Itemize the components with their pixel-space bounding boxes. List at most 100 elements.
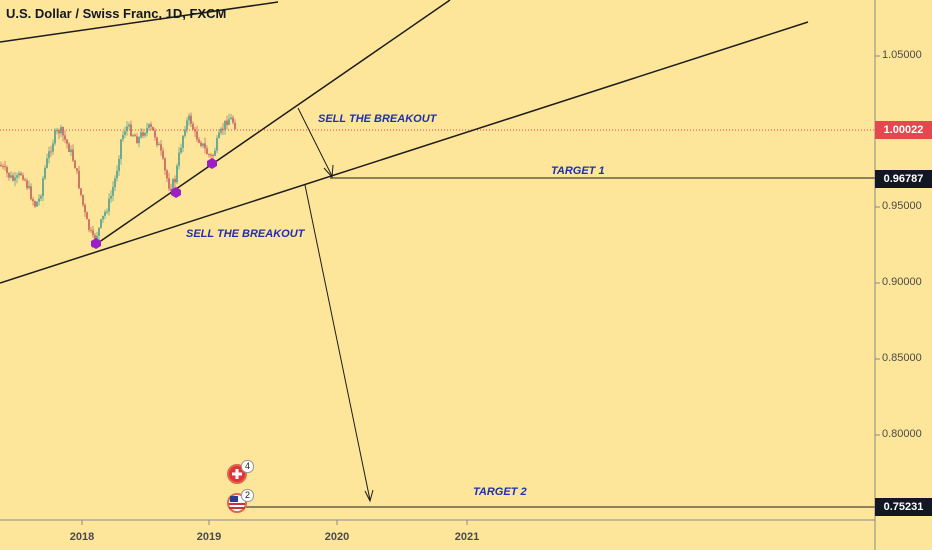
candle-body — [208, 154, 210, 156]
candle-body — [36, 201, 38, 207]
candle-body — [42, 178, 44, 197]
pivot-marker-2[interactable] — [171, 187, 181, 198]
candle-body — [62, 127, 64, 136]
candle-body — [58, 130, 60, 134]
candle-body — [118, 158, 120, 171]
candle-body — [160, 144, 162, 151]
candle-body — [102, 215, 104, 220]
pivot-marker-3[interactable] — [207, 158, 217, 169]
candle-body — [16, 175, 18, 178]
candle-body — [150, 124, 152, 127]
candle-body — [14, 177, 16, 181]
candle-body — [78, 170, 80, 189]
candle-body — [182, 135, 184, 148]
candle-body — [214, 150, 216, 156]
candlestick-series — [0, 112, 236, 245]
candle-body — [38, 198, 40, 202]
candle-body — [216, 138, 218, 151]
candle-body — [198, 139, 200, 143]
candle-body — [72, 149, 74, 161]
year-tick-2021: 2021 — [454, 531, 480, 543]
upper-trendline[interactable] — [0, 1, 279, 43]
candle-body — [220, 128, 222, 133]
candle-body — [100, 219, 102, 228]
candle-body — [124, 131, 126, 135]
candle-body — [44, 167, 46, 179]
candle-body — [110, 195, 112, 199]
candle-body — [146, 128, 148, 133]
candle-body — [112, 187, 114, 196]
candle-body — [18, 173, 20, 176]
target-2-price-label: 0.75231 — [875, 498, 932, 516]
candle-body — [200, 142, 202, 146]
candle-body — [84, 204, 86, 213]
candle-body — [224, 120, 226, 130]
price-tick-4: 0.90000 — [882, 276, 922, 288]
candle-body — [218, 132, 220, 139]
candle-body — [52, 143, 54, 152]
candle-body — [170, 188, 172, 191]
candle-body — [186, 120, 188, 130]
candle-body — [22, 175, 24, 180]
candle-body — [48, 151, 50, 159]
candle-body — [206, 148, 208, 155]
candle-body — [142, 132, 144, 136]
breakout-arrow-2[interactable] — [304, 184, 371, 501]
price-tick-6: 0.80000 — [882, 428, 922, 440]
price-tick-5: 0.85000 — [882, 352, 922, 364]
candle-body — [68, 143, 70, 152]
candle-body — [26, 180, 28, 189]
candle-body — [166, 170, 168, 179]
candle-body — [8, 172, 10, 178]
candle-body — [134, 135, 136, 137]
breakout-arrow-1-head — [323, 164, 334, 179]
year-tick-2018: 2018 — [69, 531, 95, 543]
rising-support-trendline[interactable] — [91, 0, 451, 248]
candle-body — [138, 137, 140, 144]
candle-body — [40, 196, 42, 199]
candle-body — [0, 165, 2, 167]
target-1-label[interactable]: TARGET 1 — [551, 165, 605, 177]
candle-body — [234, 122, 236, 129]
candle-body — [114, 178, 116, 188]
candle-body — [212, 155, 214, 157]
candle-body — [88, 219, 90, 230]
candle-body — [162, 150, 164, 159]
candle-body — [148, 124, 150, 129]
target-1-price-label: 0.96787 — [875, 170, 932, 188]
candle-body — [184, 129, 186, 136]
candle-body — [54, 130, 56, 144]
candle-body — [6, 167, 8, 173]
candle-body — [128, 124, 130, 127]
breakout-arrow-2-head — [364, 489, 374, 503]
price-tick-1: 1.05000 — [882, 49, 922, 61]
current-price-label: 1.00022 — [875, 121, 932, 139]
breakout-arrow-1[interactable] — [297, 107, 333, 177]
long-support-trendline[interactable] — [0, 21, 809, 284]
candle-body — [34, 201, 36, 207]
candle-body — [122, 134, 124, 140]
candle-body — [106, 211, 108, 213]
us-event-count: 2 — [241, 489, 255, 502]
candle-body — [86, 212, 88, 220]
candle-body — [24, 179, 26, 181]
candle-body — [90, 229, 92, 231]
candle-body — [188, 115, 190, 121]
candle-body — [98, 227, 100, 236]
candle-body — [130, 124, 132, 136]
candle-body — [30, 186, 32, 200]
candle-body — [20, 173, 22, 176]
target-2-label[interactable]: TARGET 2 — [473, 486, 527, 498]
candle-body — [196, 131, 198, 140]
candle-body — [222, 128, 224, 130]
candle-body — [174, 179, 176, 183]
candle-body — [70, 149, 72, 152]
candle-body — [104, 211, 106, 216]
sell-breakout-label-2[interactable]: SELL THE BREAKOUT — [186, 228, 305, 240]
candle-body — [190, 115, 192, 124]
sell-breakout-label-1[interactable]: SELL THE BREAKOUT — [318, 113, 437, 125]
candle-body — [140, 132, 142, 138]
pivot-marker-1[interactable] — [91, 238, 101, 249]
